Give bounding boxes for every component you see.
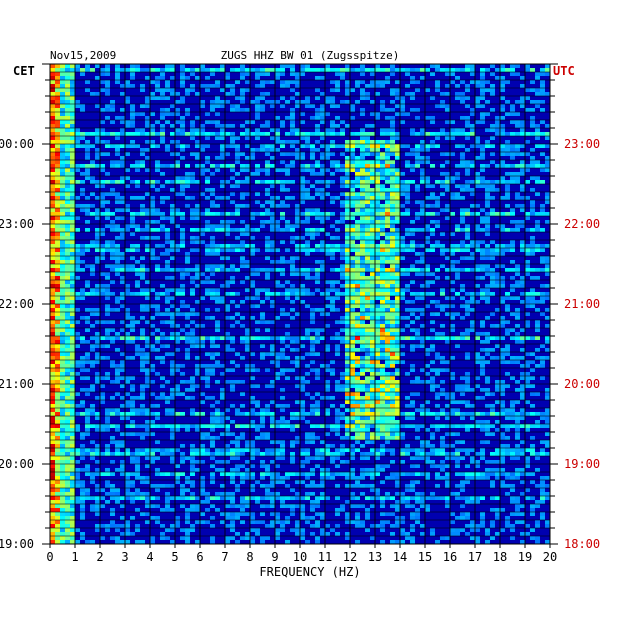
y-tick-label-cet: 20:00 [0, 457, 34, 471]
x-axis: 0 1 2 3 4 5 6 7 8 9 10 11 12 13 14 15 16 17 18 19 20 [46, 544, 557, 564]
x-tick-label: 18 [493, 550, 507, 564]
x-tick-label: 2 [96, 550, 103, 564]
x-tick-label: 14 [393, 550, 407, 564]
chart-title: ZUGS HHZ BW 01 (Zugsspitze) [221, 49, 400, 62]
x-tick-label: 15 [418, 550, 432, 564]
x-tick-label: 3 [121, 550, 128, 564]
x-tick-label: 20 [543, 550, 557, 564]
x-tick-label: 0 [46, 550, 53, 564]
date-label: Nov15,2009 [50, 49, 116, 62]
x-tick-label: 7 [221, 550, 228, 564]
x-tick-label: 17 [468, 550, 482, 564]
y-tick-label-utc: 18:00 [564, 537, 600, 551]
x-tick-label: 8 [246, 550, 253, 564]
x-tick-label: 19 [518, 550, 532, 564]
plot-area [49, 63, 551, 545]
spectrogram-cells [50, 64, 550, 544]
x-tick-label: 6 [196, 550, 203, 564]
x-tick-label: 4 [146, 550, 153, 564]
x-tick-label: 9 [271, 550, 278, 564]
left-axis-label: CET [13, 64, 35, 78]
y-tick-label-cet: 22:00 [0, 297, 34, 311]
x-tick-label: 1 [71, 550, 78, 564]
y-tick-label-cet: 21:00 [0, 377, 34, 391]
plot-grid [50, 64, 550, 544]
x-tick-label: 12 [343, 550, 357, 564]
x-axis-label: FREQUENCY (HZ) [259, 565, 360, 579]
y-tick-label-utc: 21:00 [564, 297, 600, 311]
y-tick-label-cet: 00:00 [0, 137, 34, 151]
x-tick-label: 16 [443, 550, 457, 564]
y-tick-label-utc: 23:00 [564, 137, 600, 151]
y-tick-label-utc: 22:00 [564, 217, 600, 231]
x-tick-label: 11 [318, 550, 332, 564]
x-tick-label: 10 [293, 550, 307, 564]
right-axis-label: UTC [553, 64, 575, 78]
y-axis-cet: 19:00 20:00 21:00 22:00 23:00 00:00 [0, 63, 50, 551]
x-tick-label: 13 [368, 550, 382, 564]
y-axis-utc: 18:00 19:00 20:00 21:00 22:00 23:00 [550, 63, 600, 551]
y-tick-label-utc: 20:00 [564, 377, 600, 391]
y-tick-label-cet: 19:00 [0, 537, 34, 551]
y-tick-label-utc: 19:00 [564, 457, 600, 471]
y-tick-label-cet: 23:00 [0, 217, 34, 231]
x-tick-label: 5 [171, 550, 178, 564]
